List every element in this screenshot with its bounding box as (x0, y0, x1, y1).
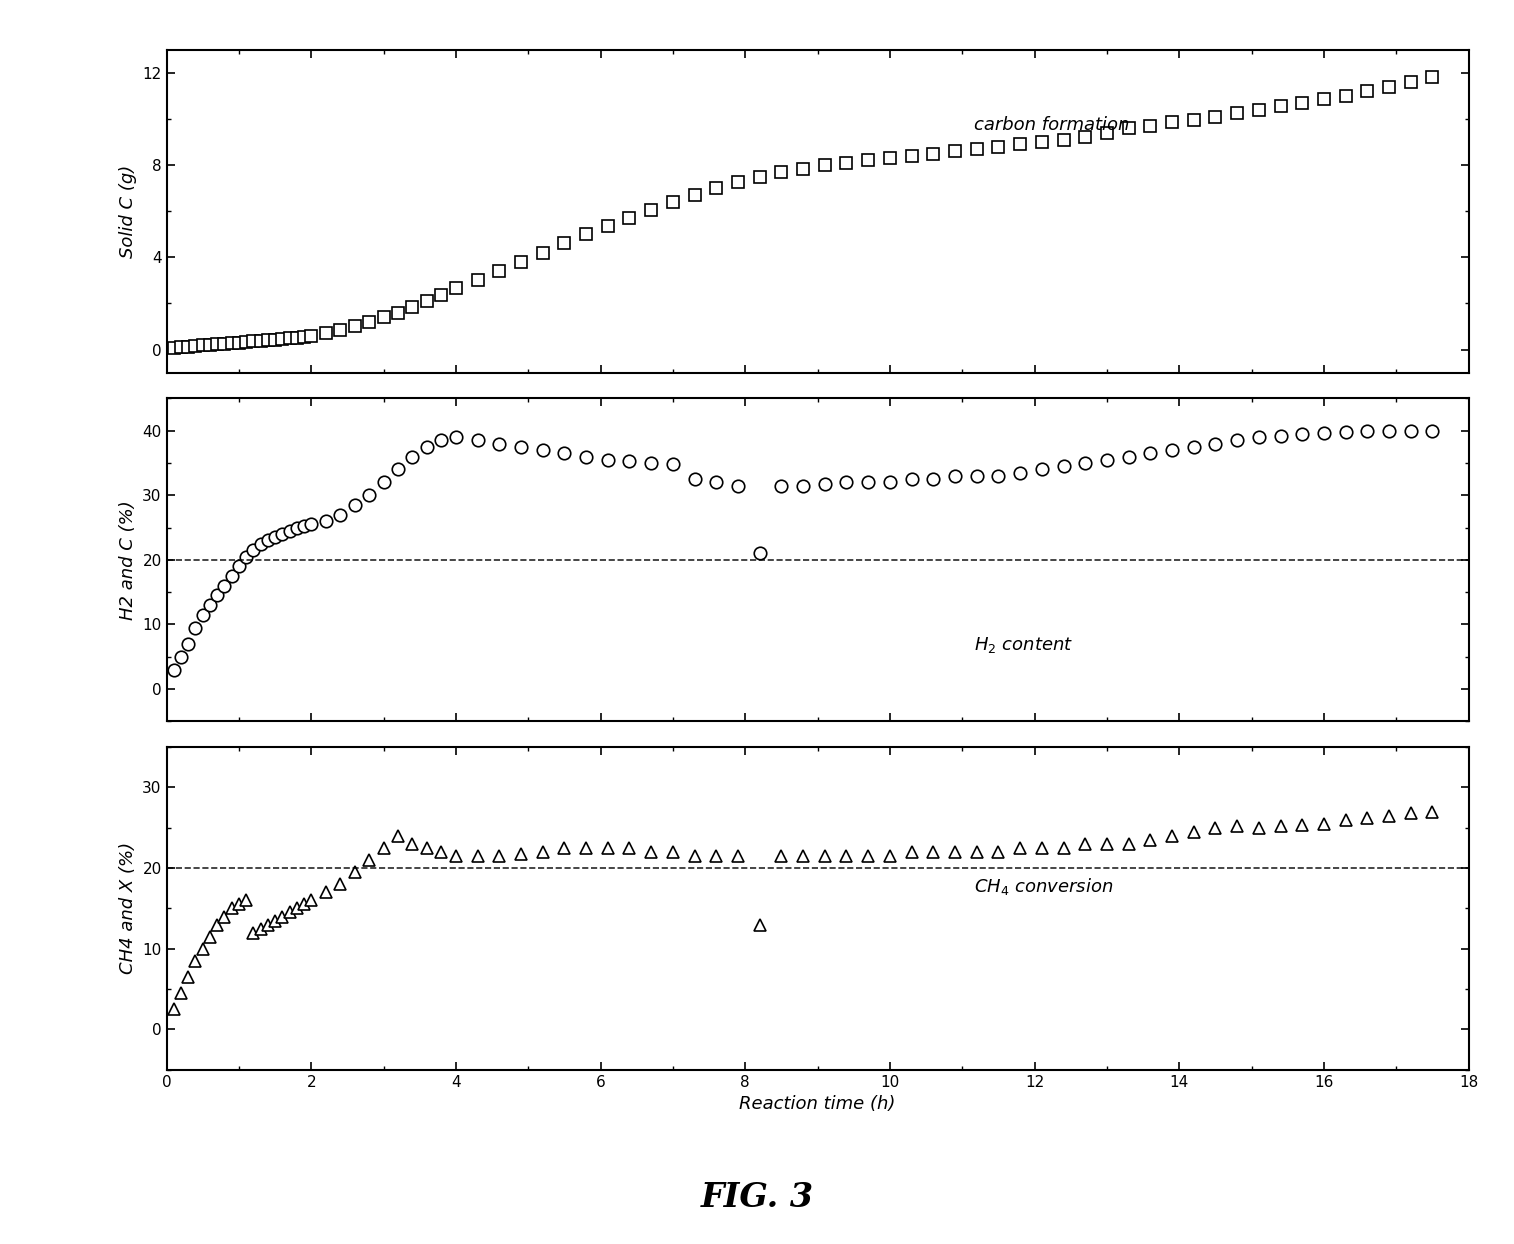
Text: $CH_4$ conversion: $CH_4$ conversion (974, 876, 1113, 897)
Y-axis label: H2 and C (%): H2 and C (%) (118, 500, 136, 620)
Text: carbon formation: carbon formation (974, 117, 1129, 134)
Y-axis label: CH4 and X (%): CH4 and X (%) (118, 842, 136, 974)
Text: FIG. 3: FIG. 3 (701, 1181, 813, 1214)
Y-axis label: Solid C (g): Solid C (g) (120, 164, 136, 258)
X-axis label: Reaction time (h): Reaction time (h) (739, 1095, 896, 1113)
Text: $H_2$ content: $H_2$ content (974, 636, 1073, 656)
